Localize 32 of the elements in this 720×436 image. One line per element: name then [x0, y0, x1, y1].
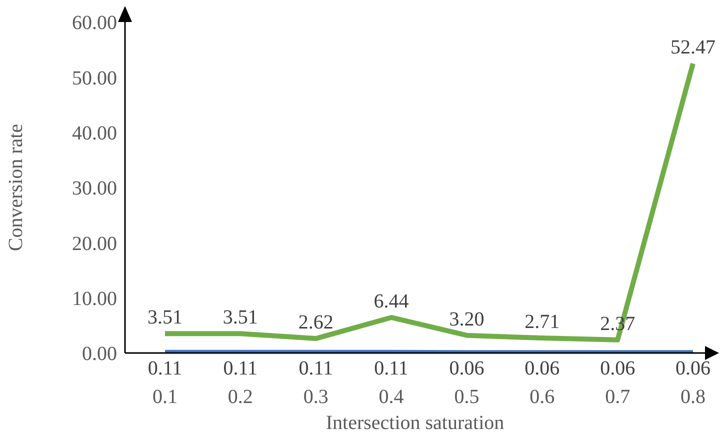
- data-label: 0.11: [298, 357, 333, 380]
- data-label: 3.51: [148, 306, 182, 329]
- y-tick-label: 60.00: [72, 12, 117, 34]
- data-label: 3.20: [449, 308, 484, 330]
- x-tick-label: 0.4: [378, 386, 404, 408]
- y-tick-label: 40.00: [72, 122, 117, 144]
- data-label: 0.06: [449, 358, 484, 380]
- data-label: 0.11: [374, 357, 408, 380]
- data-label: 2.71: [524, 311, 560, 334]
- y-tick-label: 10.00: [72, 288, 117, 310]
- data-label: 0.06: [600, 358, 636, 380]
- y-tick-label: 20.00: [72, 232, 117, 255]
- x-tick-label: 0.1: [152, 386, 178, 408]
- x-tick-label: 0.8: [680, 386, 706, 408]
- data-label: 0.11: [223, 357, 258, 380]
- x-tick-label: 0.2: [228, 386, 253, 408]
- x-tick-label: 0.6: [530, 386, 555, 408]
- data-label: 0.11: [148, 357, 182, 380]
- data-label: 0.06: [524, 358, 560, 380]
- data-label: 52.47: [670, 36, 716, 59]
- x-tick-label: 0.5: [454, 386, 480, 408]
- x-tick-label: 0.3: [303, 386, 328, 408]
- x-tick-label: 0.7: [605, 386, 630, 408]
- y-axis-title: Conversion rate: [5, 124, 28, 252]
- data-label: 6.44: [374, 290, 409, 312]
- y-tick-label: 30.00: [72, 178, 117, 200]
- x-axis-title: Intersection saturation: [326, 412, 504, 434]
- y-tick-label: 0.00: [82, 343, 117, 366]
- data-label: 2.62: [298, 312, 334, 334]
- data-label: 3.51: [222, 306, 258, 329]
- y-tick-label: 50.00: [72, 67, 117, 90]
- data-label: 0.06: [676, 358, 710, 380]
